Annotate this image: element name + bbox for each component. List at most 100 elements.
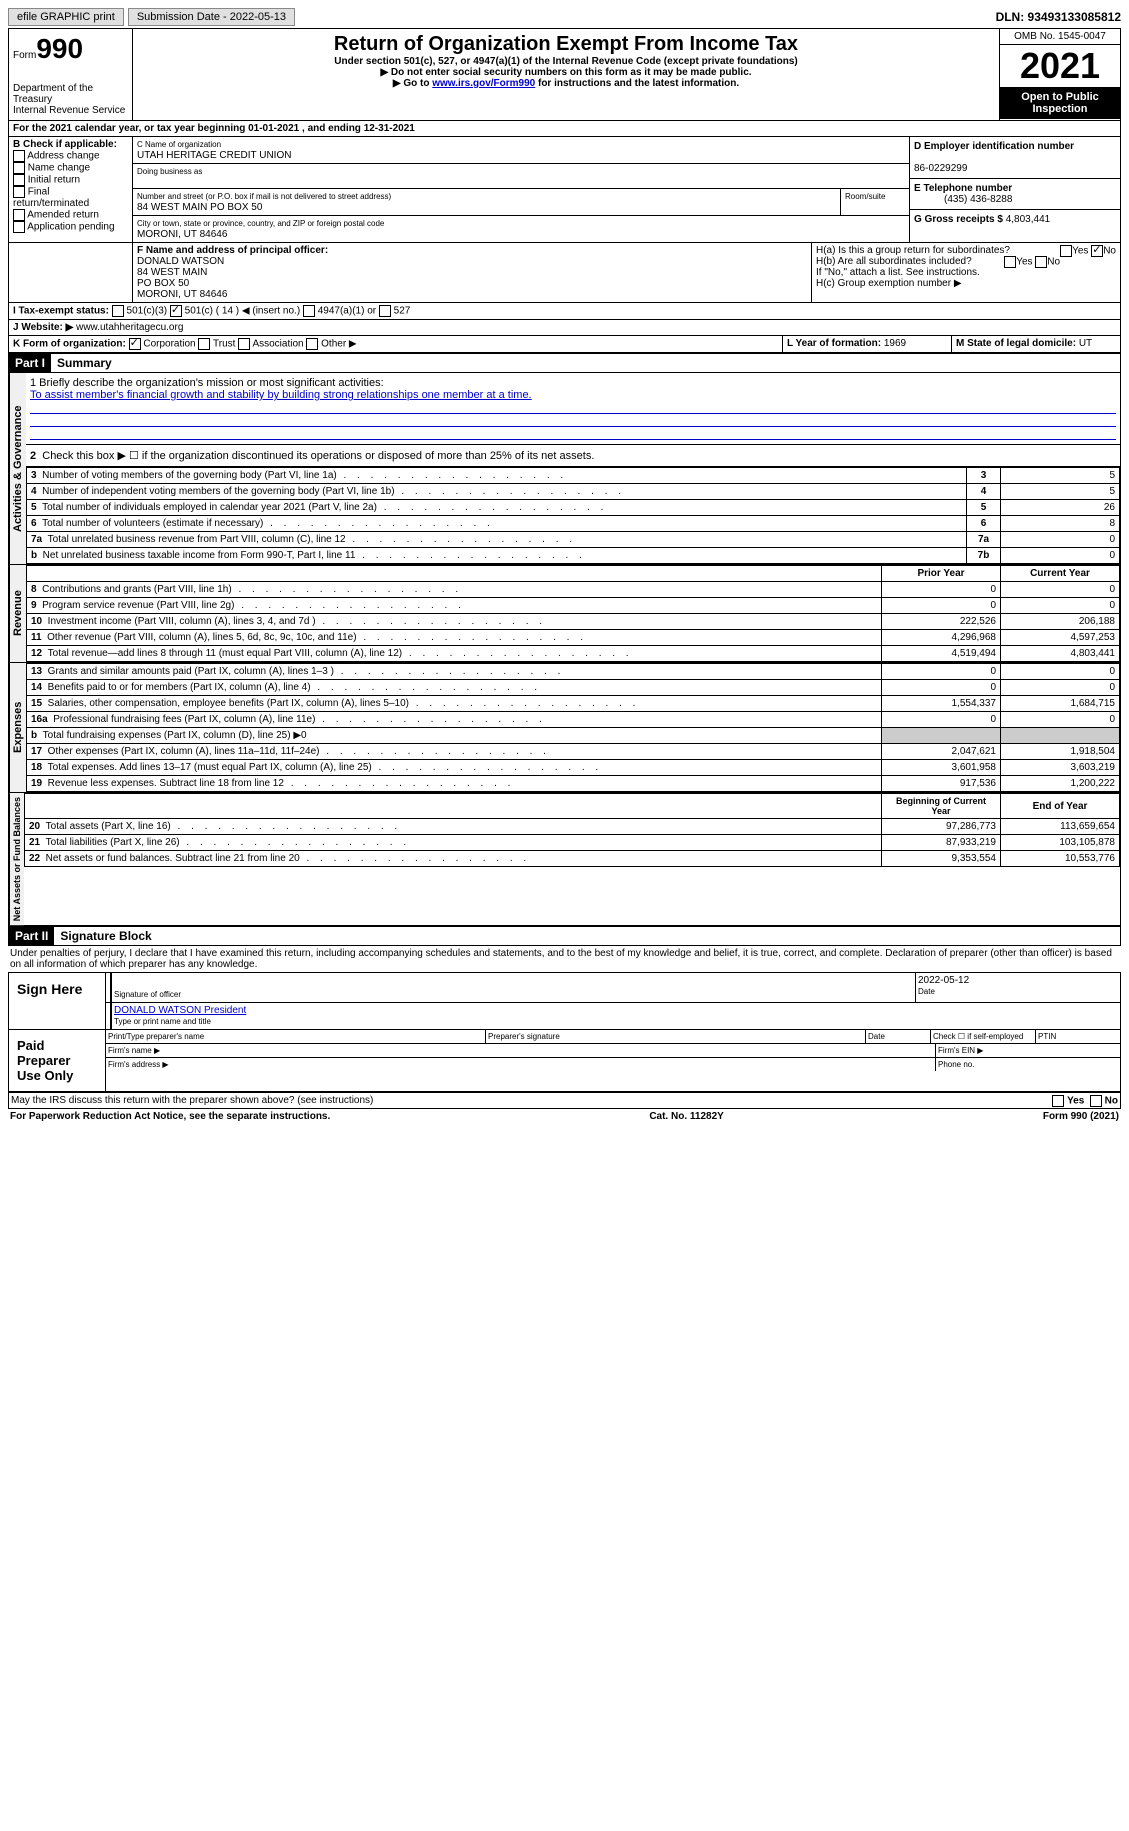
prep-sig-label: Preparer's signature	[486, 1030, 866, 1043]
efile-print-button[interactable]: efile GRAPHIC print	[8, 8, 124, 26]
form-footer: Form 990 (2021)	[1043, 1111, 1119, 1122]
checkbox-address-change[interactable]	[13, 150, 25, 162]
line2-text: Check this box ▶ ☐ if the organization d…	[42, 450, 594, 462]
submission-date-button[interactable]: Submission Date - 2022-05-13	[128, 8, 295, 26]
check-trust[interactable]	[198, 338, 210, 350]
checkbox-name-change[interactable]	[13, 162, 25, 174]
part2-label: Part II	[9, 927, 54, 945]
opt-name: Name change	[28, 163, 90, 174]
check-501c3[interactable]	[112, 305, 124, 317]
spacer-b	[9, 243, 133, 302]
expenses-side-label: Expenses	[9, 663, 26, 792]
section-fh-row: F Name and address of principal officer:…	[8, 243, 1121, 303]
hb-no[interactable]	[1035, 256, 1047, 268]
no-label2: No	[1047, 257, 1060, 268]
dba-label: Doing business as	[137, 167, 202, 176]
firm-name-label: Firm's name ▶	[106, 1044, 936, 1057]
check-4947[interactable]	[303, 305, 315, 317]
cat-no: Cat. No. 11282Y	[649, 1111, 723, 1122]
note2-suffix: for instructions and the latest informat…	[535, 78, 739, 89]
mission-text: To assist member's financial growth and …	[30, 389, 1116, 401]
section-l: L Year of formation: 1969	[783, 336, 952, 352]
year-block: OMB No. 1545-0047 2021 Open to Public In…	[1000, 29, 1120, 120]
prior-year-header: Prior Year	[882, 566, 1001, 582]
opt-amended: Amended return	[27, 210, 99, 221]
no-label: No	[1103, 246, 1116, 257]
part1-title: Summary	[51, 354, 118, 372]
corp-label: Corporation	[143, 339, 195, 350]
section-c: C Name of organization UTAH HERITAGE CRE…	[133, 137, 910, 242]
officer-name: DONALD WATSON	[137, 256, 224, 267]
paperwork-notice: For Paperwork Reduction Act Notice, see …	[10, 1111, 330, 1122]
expenses-section: Expenses 13 Grants and similar amounts p…	[8, 663, 1121, 793]
part2-header: Part II Signature Block	[8, 926, 1121, 946]
checkbox-initial-return[interactable]	[13, 174, 25, 186]
revenue-side-label: Revenue	[9, 565, 26, 662]
section-f: F Name and address of principal officer:…	[133, 243, 812, 302]
section-a-text: For the 2021 calendar year, or tax year …	[9, 121, 1120, 136]
checkbox-pending[interactable]	[13, 221, 25, 233]
gross-receipts: 4,803,441	[1006, 214, 1051, 225]
governance-table: 3 Number of voting members of the govern…	[26, 467, 1120, 564]
yes-label: Yes	[1072, 246, 1088, 257]
paid-preparer-label: Paid Preparer Use Only	[9, 1030, 106, 1091]
website-value: www.utahheritagecu.org	[76, 322, 183, 333]
check-corp[interactable]	[129, 338, 141, 350]
discuss-yes-label: Yes	[1067, 1096, 1084, 1107]
trust-label: Trust	[213, 339, 235, 350]
s527-label: 527	[394, 306, 411, 317]
check-assoc[interactable]	[238, 338, 250, 350]
e-label: E Telephone number	[914, 183, 1012, 194]
netassets-content: Beginning of Current YearEnd of Year 20 …	[24, 793, 1120, 925]
street-value: 84 WEST MAIN PO BOX 50	[137, 202, 262, 213]
discuss-text: May the IRS discuss this return with the…	[11, 1095, 373, 1106]
end-year-header: End of Year	[1001, 794, 1120, 819]
ein-value: 86-0229299	[914, 163, 967, 174]
header-row: Form990 Department of the Treasury Inter…	[8, 28, 1121, 121]
c14-label: 501(c) ( 14 ) ◀ (insert no.)	[185, 306, 301, 317]
netassets-side-label: Net Assets or Fund Balances	[9, 793, 24, 925]
governance-side-label: Activities & Governance	[9, 373, 26, 564]
yes-label2: Yes	[1016, 257, 1032, 268]
section-i: I Tax-exempt status: 501(c)(3) 501(c) ( …	[9, 303, 1120, 319]
sig-date-value: 2022-05-12	[918, 975, 969, 986]
opt-address: Address change	[27, 151, 99, 162]
other-label: Other ▶	[321, 339, 356, 350]
check-if-label: Check ☐ if self-employed	[931, 1030, 1036, 1043]
ha-yes[interactable]	[1060, 245, 1072, 257]
section-a-row: For the 2021 calendar year, or tax year …	[8, 121, 1121, 137]
hb-yes[interactable]	[1004, 256, 1016, 268]
city-label: City or town, state or province, country…	[137, 219, 384, 228]
street-label: Number and street (or P.O. box if mail i…	[137, 192, 391, 201]
year-formation: 1969	[884, 338, 906, 349]
prep-name-label: Print/Type preparer's name	[106, 1030, 486, 1043]
current-year-header: Current Year	[1001, 566, 1120, 582]
discuss-no[interactable]	[1090, 1095, 1102, 1107]
part2-title: Signature Block	[54, 927, 157, 945]
section-m: M State of legal domicile: UT	[952, 336, 1120, 352]
date-label: Date	[918, 987, 935, 996]
irs-link[interactable]: www.irs.gov/Form990	[432, 78, 535, 89]
hb-label: H(b) Are all subordinates included?	[816, 256, 972, 267]
opt-initial: Initial return	[28, 175, 80, 186]
prep-date-label: Date	[866, 1030, 931, 1043]
check-527[interactable]	[379, 305, 391, 317]
section-b-label: B Check if applicable:	[13, 139, 117, 150]
section-klm-row: K Form of organization: Corporation Trus…	[8, 336, 1121, 353]
check-501c14[interactable]	[170, 305, 182, 317]
main-title: Return of Organization Exempt From Incom…	[137, 33, 995, 56]
l-label: L Year of formation:	[787, 338, 881, 349]
section-deg: D Employer identification number 86-0229…	[910, 137, 1120, 242]
begin-year-header: Beginning of Current Year	[882, 794, 1001, 819]
firm-addr-label: Firm's address ▶	[106, 1058, 936, 1071]
checkbox-final-return[interactable]	[13, 186, 25, 198]
check-other[interactable]	[306, 338, 318, 350]
discuss-yes[interactable]	[1052, 1095, 1064, 1107]
officer-addr1: 84 WEST MAIN	[137, 267, 207, 278]
checkbox-amended[interactable]	[13, 209, 25, 221]
subtitle: Under section 501(c), 527, or 4947(a)(1)…	[137, 56, 995, 67]
revenue-content: Prior YearCurrent Year 8 Contributions a…	[26, 565, 1120, 662]
phone-value: (435) 436-8288	[914, 194, 1012, 205]
ha-no[interactable]	[1091, 245, 1103, 257]
i-label: I Tax-exempt status:	[13, 306, 109, 317]
